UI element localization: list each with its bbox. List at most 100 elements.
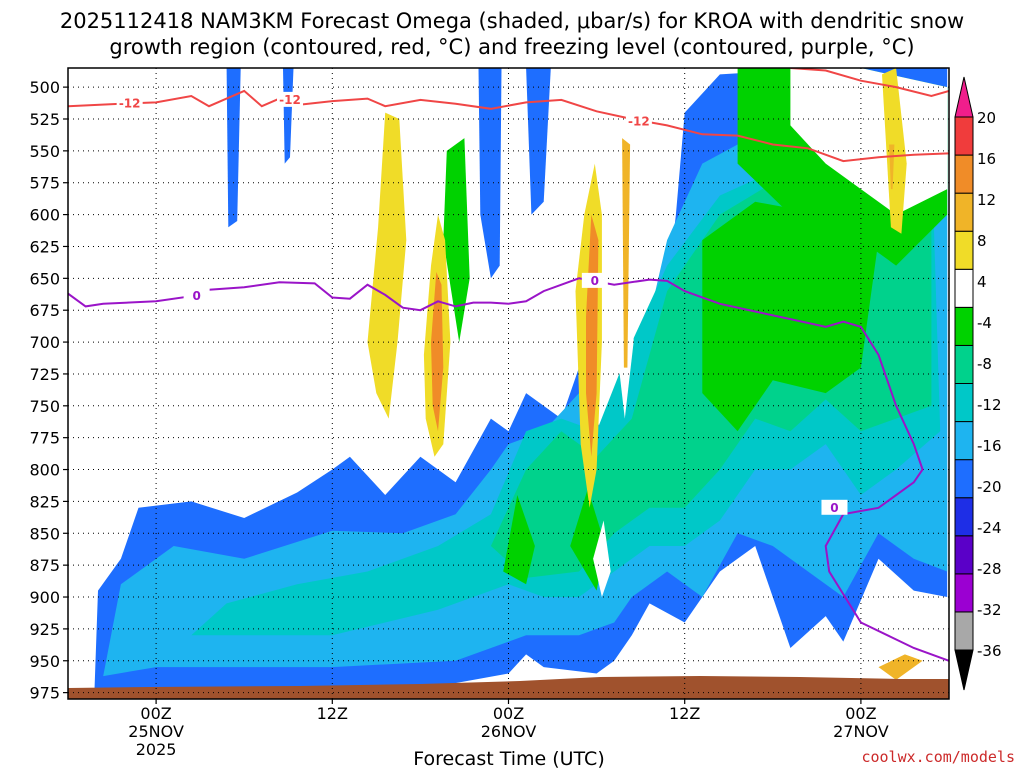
x-tick-year-0: 2025 [136, 740, 177, 759]
colorbar-label-4: 4 [977, 273, 987, 291]
colorbar-label-7: -12 [977, 396, 1002, 414]
svg-text:-12: -12 [119, 97, 141, 111]
colorbar-label-5: -4 [977, 314, 992, 332]
y-tick-label-775: 775 [29, 429, 60, 448]
colorbar-bin-10 [954, 268, 974, 308]
y-tick-label-525: 525 [29, 110, 60, 129]
y-axis: 500 525 550 575 600 625 650 675 700 725 750 775 800 8… [29, 78, 68, 703]
x-tick-label-10: 12Z [317, 704, 348, 723]
y-tick-label-675: 675 [29, 301, 60, 320]
colorbar-label-2: 12 [977, 191, 996, 209]
colorbar-label-3: 8 [977, 232, 987, 250]
colorbar-bin-7 [954, 383, 974, 423]
colorbar-label-0: 20 [977, 109, 996, 127]
colorbar-bin-8 [954, 344, 974, 384]
omega-region-21 [431, 272, 444, 432]
omega-region-10 [702, 201, 879, 432]
dendritic-contour-line-upper [790, 68, 949, 98]
y-tick-label-825: 825 [29, 492, 60, 511]
colorbar-label-10: -24 [977, 519, 1002, 537]
colorbar-label-1: 16 [977, 150, 996, 168]
svg-text:-12: -12 [279, 93, 301, 107]
colorbar-label-11: -28 [977, 560, 1002, 578]
x-tick-label-0: 00Z [140, 704, 171, 723]
svg-text:0: 0 [192, 289, 200, 303]
contours: -12 -12 -12 0 0 0 [68, 68, 949, 662]
y-tick-label-900: 900 [29, 588, 60, 607]
x-tick-label-40: 00Z [845, 704, 876, 723]
y-tick-label-625: 625 [29, 237, 60, 256]
y-tick-label-975: 975 [29, 684, 60, 703]
colorbar-label-9: -20 [977, 478, 1002, 496]
colorbar: 20 16 12 8 4 -4 -8 -12 -16 -20 -24 -28 -32 -36 [954, 76, 1002, 691]
omega-region-12 [593, 520, 611, 597]
dendritic-contour-label-2: -12 [277, 91, 304, 107]
colorbar-label-12: -32 [977, 601, 1002, 619]
dendritic-contour-line [68, 89, 949, 163]
svg-text:0: 0 [830, 501, 838, 515]
omega-region-16 [622, 138, 631, 368]
colorbar-bin-14 [954, 116, 974, 156]
omega-region-4 [526, 68, 551, 215]
chart-title-line2: growth region (contoured, red, °C) and f… [109, 35, 914, 59]
y-tick-label-650: 650 [29, 269, 60, 288]
colorbar-label-13: -36 [977, 642, 1002, 660]
colorbar-bin-11 [954, 230, 974, 270]
grid-lines [68, 68, 949, 699]
freezing-level-contour-line [68, 277, 949, 662]
y-tick-label-500: 500 [29, 78, 60, 97]
colorbar-bin-6 [954, 421, 974, 461]
omega-region-3 [478, 68, 502, 279]
omega-region-1 [226, 68, 241, 228]
y-tick-label-875: 875 [29, 556, 60, 575]
colorbar-label-6: -8 [977, 355, 992, 373]
colorbar-bin-3 [954, 535, 974, 575]
x-tick-date-0: 25NOV [128, 722, 184, 741]
colorbar-bin-9 [954, 306, 974, 346]
y-tick-label-925: 925 [29, 620, 60, 639]
colorbar-label-8: -16 [977, 437, 1002, 455]
omega-shading [94, 68, 948, 693]
y-tick-label-950: 950 [29, 652, 60, 671]
freezing-contour-label-1: 0 [183, 288, 210, 304]
omega-region-14 [882, 68, 907, 234]
freezing-contour-label-3: 0 [821, 499, 848, 515]
freezing-contour-label-2: 0 [581, 272, 608, 288]
y-tick-label-575: 575 [29, 174, 60, 193]
y-tick-label-800: 800 [29, 461, 60, 480]
plot-area: -12 -12 -12 0 0 0 [67, 67, 950, 700]
y-tick-label-550: 550 [29, 142, 60, 161]
svg-text:-12: -12 [628, 115, 650, 129]
x-tick-label-30: 12Z [669, 704, 700, 723]
omega-region-13 [790, 68, 948, 215]
y-tick-label-725: 725 [29, 365, 60, 384]
colorbar-bin-5 [954, 459, 974, 499]
x-tick-label-20: 00Z [493, 704, 524, 723]
dendritic-contour-label-1: -12 [116, 95, 143, 111]
y-tick-label-600: 600 [29, 206, 60, 225]
terrain-ground [68, 676, 949, 699]
colorbar-top-arrow [954, 76, 974, 118]
colorbar-bin-4 [954, 497, 974, 537]
omega-region-18 [443, 138, 470, 343]
colorbar-bin-1 [954, 611, 974, 651]
colorbar-bin-13 [954, 154, 974, 194]
y-tick-label-700: 700 [29, 333, 60, 352]
y-tick-label-750: 750 [29, 397, 60, 416]
omega-region-24 [878, 654, 923, 680]
colorbar-bottom-arrow [954, 649, 974, 691]
colorbar-bin-12 [954, 192, 974, 232]
chart-title-line1: 2025112418 NAM3KM Forecast Omega (shaded… [60, 9, 964, 33]
credit-text: coolwx.com/models [861, 748, 1015, 766]
y-tick-label-850: 850 [29, 524, 60, 543]
colorbar-bin-2 [954, 573, 974, 613]
dendritic-contour-label-3: -12 [625, 113, 652, 129]
svg-text:0: 0 [591, 274, 599, 288]
omega-region-8 [503, 495, 535, 585]
x-axis-title: Forecast Time (UTC) [413, 748, 604, 768]
x-tick-date-20: 26NOV [481, 722, 537, 741]
x-tick-date-40: 27NOV [833, 722, 889, 741]
omega-region-19 [367, 112, 407, 419]
